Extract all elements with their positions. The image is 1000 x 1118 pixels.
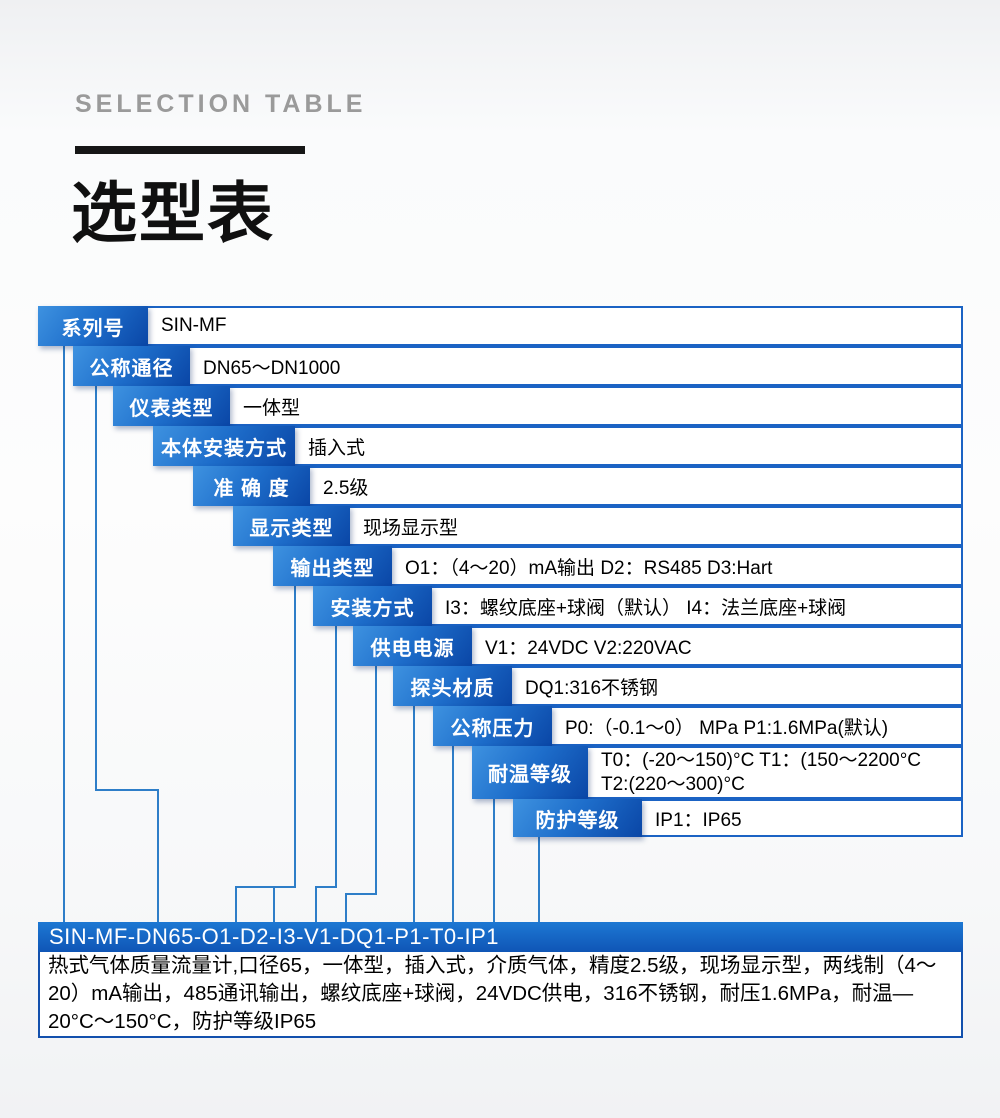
row-value: 2.5级 — [310, 466, 963, 506]
page-title: 选型表 — [71, 176, 275, 250]
table-row-body-install: 本体安装方式 插入式 — [153, 426, 963, 466]
connector-line-series — [63, 346, 65, 922]
row-label: 仪表类型 — [113, 386, 230, 426]
connector-line-install — [335, 626, 337, 888]
table-row-meter-type: 仪表类型 一体型 — [113, 386, 963, 426]
row-value: 现场显示型 — [350, 506, 963, 546]
row-label: 安装方式 — [313, 586, 432, 626]
row-label: 供电电源 — [353, 626, 472, 666]
row-label: 显示类型 — [233, 506, 350, 546]
connector-line-pressure — [452, 746, 454, 922]
table-row-install-type: 安装方式 I3：螺纹底座+球阀（默认） I4：法兰底座+球阀 — [313, 586, 963, 626]
row-value: P0:（-0.1～0） MPa P1:1.6MPa(默认) — [552, 706, 963, 746]
connector-line-temperature — [493, 799, 495, 922]
connector-line-diameter — [95, 386, 97, 791]
row-value: IP1：IP65 — [642, 799, 963, 837]
connector-line-protection — [538, 837, 540, 922]
model-description: 热式气体质量流量计,口径65，一体型，插入式，介质气体，精度2.5级，现场显示型… — [38, 952, 963, 1038]
connector-line-power — [345, 893, 377, 895]
row-label: 公称压力 — [433, 706, 552, 746]
connector-line-power — [345, 893, 347, 922]
row-value: DQ1:316不锈钢 — [512, 666, 963, 706]
table-row-display-type: 显示类型 现场显示型 — [233, 506, 963, 546]
row-value: V1：24VDC V2:220VAC — [472, 626, 963, 666]
row-value: O1：（4～20）mA输出 D2：RS485 D3:Hart — [392, 546, 963, 586]
connector-line-output — [235, 886, 296, 888]
row-label: 系列号 — [38, 306, 148, 346]
row-label: 探头材质 — [393, 666, 512, 706]
table-row-probe-material: 探头材质 DQ1:316不锈钢 — [393, 666, 963, 706]
row-label: 本体安装方式 — [153, 426, 295, 466]
connector-line-output-d2 — [273, 886, 275, 922]
connector-line-power — [375, 666, 377, 895]
table-row-output-type: 输出类型 O1：（4～20）mA输出 D2：RS485 D3:Hart — [273, 546, 963, 586]
row-value: DN65～DN1000 — [190, 346, 963, 386]
row-value: T0：(-20～150)°C T1：(150～2200°C T2:(220～30… — [588, 746, 963, 799]
row-label: 准 确 度 — [193, 466, 310, 506]
row-label: 公称通径 — [73, 346, 190, 386]
eyebrow-title: SELECTION TABLE — [75, 90, 367, 118]
connector-line-output — [294, 586, 296, 888]
connector-line-diameter — [157, 789, 159, 922]
table-row-series: 系列号 SIN-MF — [38, 306, 963, 346]
table-row-pressure: 公称压力 P0:（-0.1～0） MPa P1:1.6MPa(默认) — [433, 706, 963, 746]
row-value: SIN-MF — [148, 306, 963, 346]
row-value: 插入式 — [295, 426, 963, 466]
table-row-power-supply: 供电电源 V1：24VDC V2:220VAC — [353, 626, 963, 666]
model-code: SIN-MF-DN65-O1-D2-I3-V1-DQ1-P1-T0-IP1 — [49, 924, 500, 949]
connector-line-probe — [413, 706, 415, 922]
table-row-temperature: 耐温等级 T0：(-20～150)°C T1：(150～2200°C T2:(2… — [472, 746, 963, 799]
title-divider — [75, 146, 305, 154]
table-row-protection: 防护等级 IP1：IP65 — [513, 799, 963, 837]
table-row-diameter: 公称通径 DN65～DN1000 — [73, 346, 963, 386]
row-label: 输出类型 — [273, 546, 392, 586]
model-code-bar: SIN-MF-DN65-O1-D2-I3-V1-DQ1-P1-T0-IP1 — [38, 922, 963, 952]
connector-line-install — [315, 886, 337, 888]
connector-line-install — [315, 886, 317, 922]
table-row-accuracy: 准 确 度 2.5级 — [193, 466, 963, 506]
row-label: 防护等级 — [513, 799, 642, 837]
row-value: 一体型 — [230, 386, 963, 426]
row-value: I3：螺纹底座+球阀（默认） I4：法兰底座+球阀 — [432, 586, 963, 626]
row-label: 耐温等级 — [472, 746, 588, 799]
connector-line-diameter — [95, 789, 159, 791]
connector-line-output-o1 — [235, 886, 237, 922]
